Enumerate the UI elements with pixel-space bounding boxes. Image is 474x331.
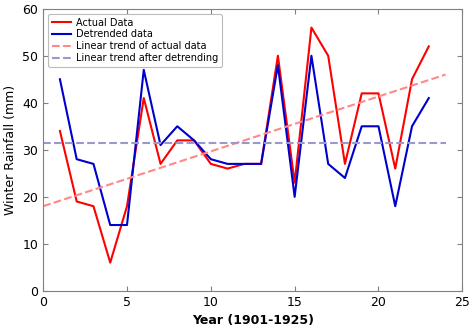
Detrended data bbox=[258, 162, 264, 166]
Actual Data bbox=[191, 138, 197, 142]
Detrended data bbox=[292, 195, 298, 199]
Actual Data bbox=[275, 54, 281, 58]
Actual Data bbox=[174, 138, 180, 142]
Y-axis label: Winter Rainfall (mm): Winter Rainfall (mm) bbox=[4, 85, 17, 215]
Actual Data bbox=[258, 162, 264, 166]
Detrended data bbox=[392, 204, 398, 208]
Detrended data bbox=[57, 77, 63, 81]
Legend: Actual Data, Detrended data, Linear trend of actual data, Linear trend after det: Actual Data, Detrended data, Linear tren… bbox=[48, 14, 222, 67]
Detrended data bbox=[325, 162, 331, 166]
Detrended data bbox=[242, 162, 247, 166]
Detrended data bbox=[309, 54, 314, 58]
Actual Data bbox=[208, 162, 214, 166]
Detrended data bbox=[108, 223, 113, 227]
Detrended data bbox=[275, 63, 281, 67]
Detrended data bbox=[342, 176, 348, 180]
Actual Data bbox=[342, 162, 348, 166]
Actual Data bbox=[108, 260, 113, 264]
Actual Data bbox=[426, 44, 432, 48]
Actual Data bbox=[325, 54, 331, 58]
Actual Data bbox=[359, 91, 365, 95]
Actual Data bbox=[242, 162, 247, 166]
Detrended data bbox=[409, 124, 415, 128]
Detrended data bbox=[359, 124, 365, 128]
Actual Data bbox=[74, 200, 80, 204]
Detrended data bbox=[225, 162, 230, 166]
Actual Data bbox=[409, 77, 415, 81]
Actual Data bbox=[57, 129, 63, 133]
Detrended data bbox=[124, 223, 130, 227]
Detrended data bbox=[375, 124, 381, 128]
Detrended data bbox=[426, 96, 432, 100]
Detrended data bbox=[141, 68, 146, 72]
Actual Data bbox=[392, 166, 398, 170]
Actual Data bbox=[91, 204, 96, 208]
Detrended data bbox=[208, 157, 214, 161]
Actual Data bbox=[141, 96, 146, 100]
Detrended data bbox=[91, 162, 96, 166]
X-axis label: Year (1901-1925): Year (1901-1925) bbox=[192, 314, 314, 327]
Detrended data bbox=[174, 124, 180, 128]
Actual Data bbox=[375, 91, 381, 95]
Line: Actual Data: Actual Data bbox=[60, 27, 429, 262]
Detrended data bbox=[191, 138, 197, 142]
Actual Data bbox=[124, 204, 130, 208]
Actual Data bbox=[158, 162, 164, 166]
Detrended data bbox=[158, 143, 164, 147]
Actual Data bbox=[292, 181, 298, 185]
Actual Data bbox=[309, 25, 314, 29]
Line: Detrended data: Detrended data bbox=[60, 56, 429, 225]
Detrended data bbox=[74, 157, 80, 161]
Actual Data bbox=[225, 166, 230, 170]
